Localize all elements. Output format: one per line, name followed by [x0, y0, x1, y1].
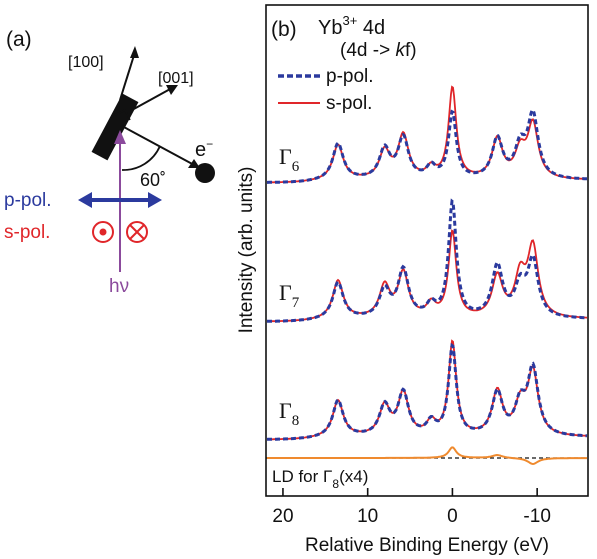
x-tick-label: 0	[447, 506, 458, 527]
x-tick-label: -10	[523, 506, 550, 527]
photon-arrowhead	[114, 130, 126, 144]
electron-arrowhead	[188, 159, 200, 168]
panel-b-label: (b)	[271, 18, 297, 41]
electron-path	[121, 125, 197, 167]
panel-a: (a) [100] [001] e− 60˚ hν p-pol.	[4, 28, 215, 297]
direction-001-arrowhead	[166, 85, 178, 95]
chart-title-line2: (4d -> kf)	[340, 40, 417, 61]
plot-frame	[265, 4, 589, 497]
spol-in-symbol	[126, 221, 148, 243]
normal-marker	[114, 108, 131, 121]
spectra	[266, 85, 588, 466]
direction-001-arrow	[131, 87, 173, 111]
x-axis-label: Relative Binding Energy (eV)	[305, 535, 549, 556]
ppol-arrowhead-left	[78, 192, 92, 208]
panel-b: (b) Yb3+ 4d (4d -> kf) p-pol. s-pol. Γ6 …	[236, 4, 589, 556]
sample-plate	[91, 93, 139, 161]
direction-001-label: [001]	[158, 70, 194, 87]
spectrum-7-ppol	[267, 198, 587, 323]
gamma6-label: Γ6	[279, 144, 300, 175]
electron-label: e−	[195, 137, 213, 161]
ppol-label: p-pol.	[4, 190, 52, 211]
direction-100-label: [100]	[68, 54, 104, 71]
electron-dot	[195, 163, 215, 183]
spol-out-symbol	[92, 221, 114, 243]
panel-a-label: (a)	[6, 28, 32, 51]
spectrum-6-ppol	[267, 108, 587, 184]
x-axis-ticks: 20 10 0 -10	[272, 488, 551, 527]
spectrum-8-ppol	[266, 342, 588, 441]
gamma8-label: Γ8	[279, 398, 299, 429]
ppol-arrowhead-right	[148, 192, 162, 208]
direction-100-arrowhead	[130, 46, 139, 58]
spectrum-7-spol	[267, 229, 587, 323]
angle-arc	[121, 145, 161, 171]
chart-title-line1: Yb3+ 4d	[318, 13, 385, 39]
spol-label: s-pol.	[4, 222, 50, 243]
direction-100-arrow	[119, 51, 136, 101]
gamma7-label: Γ7	[279, 280, 300, 311]
photon-label: hν	[109, 276, 129, 297]
ld-label: LD for Γ8(x4)	[272, 467, 368, 491]
spol-out-dot	[99, 228, 107, 236]
angle-label: 60˚	[140, 170, 166, 190]
x-tick-label: 10	[357, 506, 378, 527]
y-axis-label: Intensity (arb. units)	[236, 167, 257, 334]
ld-curve	[267, 446, 587, 466]
legend-spol-label: s-pol.	[326, 93, 372, 114]
x-tick-label: 20	[272, 506, 293, 527]
spol-in-cross-b	[129, 224, 145, 240]
legend-ppol-label: p-pol.	[326, 66, 374, 87]
